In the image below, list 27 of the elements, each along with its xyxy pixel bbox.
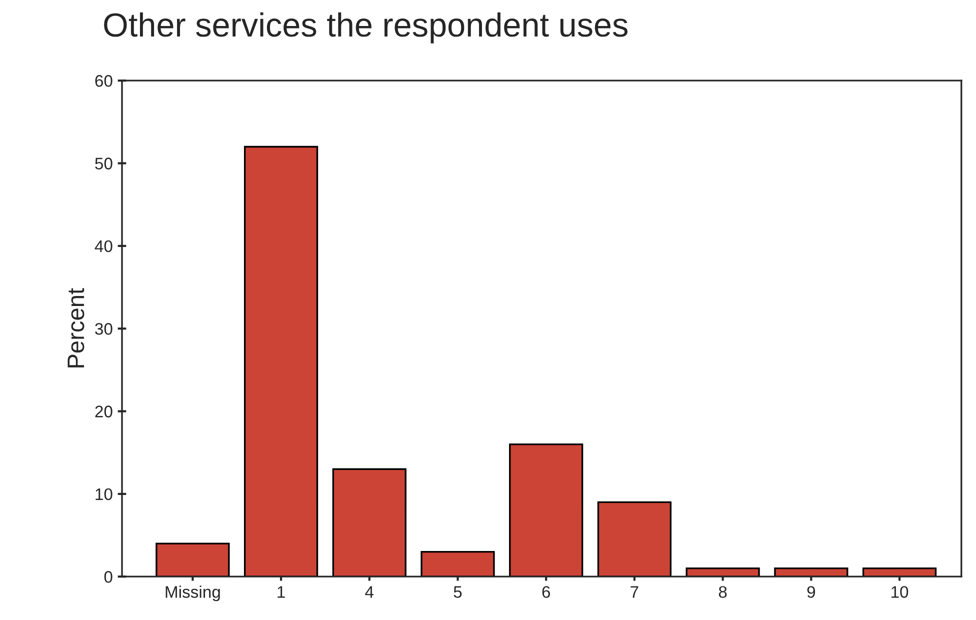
y-tick-label: 40 <box>94 240 112 252</box>
bar <box>244 146 318 577</box>
y-tick-label: 30 <box>95 323 112 335</box>
y-tick-label: 20 <box>95 406 112 418</box>
y-tick-label: 50 <box>95 158 112 170</box>
bar <box>156 542 230 577</box>
bar <box>774 568 848 577</box>
x-tick-label: 4 <box>365 586 374 598</box>
x-tick-label: Missing <box>166 586 220 602</box>
x-tick-label: 6 <box>542 586 550 598</box>
x-tick-label: 7 <box>630 586 638 598</box>
x-tick-label: 5 <box>454 586 462 598</box>
y-tick-label: 10 <box>96 488 112 500</box>
bar <box>332 468 406 577</box>
bar <box>686 568 760 577</box>
x-tick-label: 10 <box>892 586 908 598</box>
y-axis-title: Percent <box>68 288 84 368</box>
x-tick-label: 1 <box>278 586 285 598</box>
y-tick-label: 60 <box>95 75 112 87</box>
chart-title: Other services the respondent uses <box>104 12 628 44</box>
x-tick-label: 8 <box>718 586 727 598</box>
bar <box>509 444 584 577</box>
bar <box>862 568 937 577</box>
x-tick-label: 9 <box>807 586 816 598</box>
bar <box>420 550 495 577</box>
y-tick-label: 0 <box>104 571 112 583</box>
bar <box>597 501 672 577</box>
